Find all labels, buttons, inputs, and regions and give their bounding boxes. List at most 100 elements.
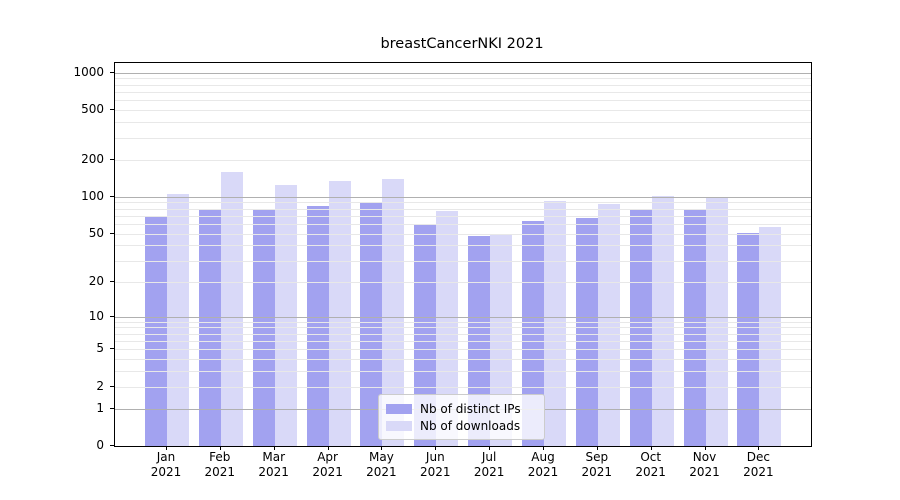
xtick-mark-jun [435, 446, 437, 450]
xtick-mark-oct [650, 446, 652, 450]
legend: Nb of distinct IPs Nb of downloads [378, 394, 545, 440]
gridline-9 [115, 321, 811, 323]
ytick-mark-200 [110, 158, 114, 160]
xtick-mark-may [381, 446, 383, 450]
ytick-label-500: 500 [81, 102, 104, 117]
legend-item-downloads: Nb of downloads [386, 417, 537, 434]
gridline-7 [115, 333, 811, 335]
bar-jul-downloads [490, 233, 513, 446]
bar-aug-downloads [543, 200, 566, 446]
ytick-label-1: 1 [96, 400, 104, 415]
gridline-70 [115, 215, 811, 217]
bar-sep-ips [575, 218, 598, 446]
gridline-6 [115, 340, 811, 342]
ytick-label-20: 20 [88, 273, 104, 288]
ytick-mark-5 [110, 348, 114, 350]
gridline-80 [115, 208, 811, 210]
ytick-label-100: 100 [81, 188, 104, 203]
xtick-label-jun: Jun 2021 [420, 450, 451, 479]
ytick-mark-50 [110, 232, 114, 234]
xtick-label-feb: Feb 2021 [204, 450, 236, 479]
gridline-60 [115, 223, 811, 225]
gridline-700 [115, 92, 811, 93]
gridline-2 [115, 386, 811, 388]
gridline-20 [115, 281, 811, 283]
gridline-90 [115, 202, 811, 204]
xtick-label-jan: Jan 2021 [150, 450, 182, 479]
ytick-mark-20 [110, 280, 114, 282]
gridline-3 [115, 371, 811, 373]
gridline-300 [115, 137, 811, 139]
bar-aug-ips [521, 221, 544, 446]
bar-jun-ips [414, 223, 437, 446]
bar-apr-downloads [328, 181, 351, 446]
bar-sep-downloads [597, 203, 620, 446]
gridline-40 [115, 245, 811, 247]
ytick-mark-0 [110, 445, 114, 446]
gridline-100 [115, 196, 811, 198]
gridline-400 [115, 122, 811, 124]
xtick-mark-jul [489, 446, 491, 450]
xtick-label-dec: Dec 2021 [743, 450, 774, 479]
bar-dec-ips [737, 232, 760, 446]
chart-title: breastCancerNKI 2021 [380, 36, 544, 52]
bar-feb-downloads [220, 171, 243, 446]
ytick-label-200: 200 [81, 151, 104, 166]
bar-dec-downloads [759, 226, 782, 446]
gridline-900 [115, 78, 811, 80]
gridline-200 [115, 159, 811, 161]
xtick-label-aug: Aug 2021 [527, 450, 559, 479]
legend-swatch-downloads [386, 420, 412, 431]
xtick-mark-nov [704, 446, 706, 450]
bar-jul-ips [468, 235, 491, 446]
bar-may-ips [360, 201, 383, 446]
ytick-label-0: 0 [96, 438, 104, 452]
xtick-label-jul: Jul 2021 [473, 450, 505, 479]
xtick-label-nov: Nov 2021 [689, 450, 720, 479]
legend-label-downloads: Nb of downloads [420, 418, 521, 433]
gridline-600 [115, 100, 811, 102]
bar-jan-ips [145, 215, 167, 446]
xtick-mark-aug [543, 446, 544, 450]
xtick-label-may: May 2021 [366, 450, 397, 479]
bar-apr-ips [306, 206, 329, 446]
bar-jan-downloads [167, 194, 189, 446]
xtick-label-oct: Oct 2021 [635, 450, 666, 479]
gridline-4 [115, 359, 811, 360]
gridline-800 [115, 84, 811, 86]
gridline-5 [115, 349, 811, 351]
xtick-mark-mar [273, 446, 275, 450]
ytick-label-5: 5 [96, 341, 104, 356]
ytick-mark-10 [110, 315, 114, 317]
ytick-label-10: 10 [88, 308, 104, 323]
bar-oct-downloads [651, 195, 674, 446]
xtick-label-apr: Apr 2021 [312, 450, 343, 479]
xtick-mark-feb [219, 446, 221, 450]
gridline-500 [115, 110, 811, 112]
legend-swatch-distinct-ips [386, 403, 412, 414]
gridline-1000 [115, 72, 811, 74]
legend-label-distinct-ips: Nb of distinct IPs [420, 401, 521, 416]
ytick-label-2: 2 [96, 378, 104, 393]
xtick-label-mar: Mar 2021 [258, 450, 289, 479]
xtick-mark-apr [327, 446, 329, 450]
gridline-8 [115, 327, 811, 329]
ytick-mark-2 [110, 385, 114, 387]
legend-item-distinct-ips: Nb of distinct IPs [386, 400, 537, 417]
bar-mar-downloads [274, 185, 297, 446]
ytick-label-50: 50 [88, 225, 104, 240]
plot-area [114, 62, 812, 447]
gridline-50 [115, 233, 811, 235]
xtick-label-sep: Sep 2021 [581, 450, 613, 479]
ytick-mark-1000 [110, 71, 114, 73]
gridline-30 [115, 260, 811, 262]
ytick-label-1000: 1000 [73, 64, 104, 79]
ytick-mark-500 [110, 109, 114, 111]
xtick-mark-dec [758, 446, 760, 450]
ytick-mark-100 [110, 195, 114, 197]
gridline-10 [115, 316, 811, 318]
xtick-mark-sep [596, 446, 598, 450]
xtick-mark-jan [166, 446, 167, 450]
ytick-mark-1 [110, 407, 114, 409]
